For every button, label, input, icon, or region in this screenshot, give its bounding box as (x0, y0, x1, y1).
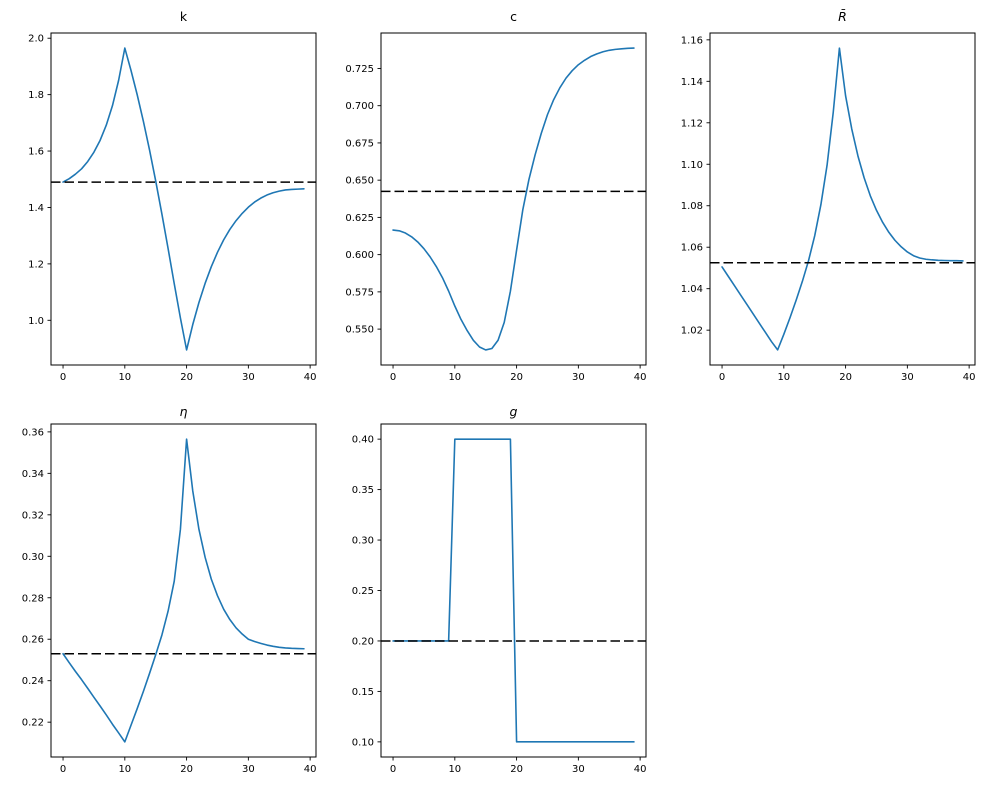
y-tick-label: 1.2 (28, 259, 44, 270)
y-tick-label: 1.4 (28, 203, 44, 214)
chart-eta: 0 10 20 30 40 0.22 0.24 0.26 0.28 0.30 0.32 0.34 0.3… (22, 423, 317, 775)
y-tick-label: 0.10 (352, 737, 374, 748)
y-tick-label: 0.22 (22, 718, 44, 729)
y-tick-label: 1.08 (681, 201, 703, 212)
y-tick-label: 0.30 (22, 552, 44, 563)
x-tick-label: 10 (448, 372, 461, 383)
y-tick-label: 0.15 (352, 687, 374, 698)
axes-frame (380, 32, 647, 366)
subplot-eta-title: η (179, 404, 188, 419)
x-tick-label: 40 (304, 372, 317, 383)
x-tick-label: 40 (963, 372, 976, 383)
y-tick-label: 1.8 (28, 90, 44, 101)
subplot-rbar: R̄ 0 10 20 30 40 1.02 1.04 1.06 1.08 1.10 1.12 1.14… (659, 0, 989, 395)
y-tick-label: 0.35 (352, 485, 374, 496)
series-line (721, 47, 964, 351)
y-tick-label: 0.25 (352, 586, 374, 597)
subplot-g: g 0 10 20 30 40 0.10 0.15 0.20 0.25 0.30 0.35 0.40 (330, 395, 660, 790)
subplot-rbar-title: R̄ (838, 9, 847, 24)
subplot-k-title: k (179, 9, 188, 24)
x-tick-label: 40 (634, 764, 647, 775)
subplot-c-title: c (510, 9, 517, 24)
y-tick-label: 0.20 (352, 636, 374, 647)
y-tick-label: 0.575 (345, 287, 374, 298)
x-tick-label: 30 (901, 372, 914, 383)
x-tick-label: 0 (60, 372, 66, 383)
axes-frame (709, 32, 976, 366)
x-tick-label: 30 (242, 372, 255, 383)
y-tick-label: 1.6 (28, 147, 44, 158)
y-tick-label: 0.24 (22, 676, 44, 687)
chart-k: 0 10 20 30 40 1.0 1.2 1.4 1.6 1.8 2.0 (28, 32, 317, 383)
x-tick-label: 30 (572, 372, 585, 383)
axes-frame (50, 32, 317, 366)
y-tick-label: 0.725 (345, 64, 374, 75)
y-tick-label: 1.06 (681, 243, 703, 254)
x-tick-label: 20 (510, 764, 523, 775)
y-tick-label: 0.40 (352, 435, 374, 446)
x-tick-label: 30 (242, 764, 255, 775)
subplot-g-title: g (509, 404, 518, 419)
chart-g: 0 10 20 30 40 0.10 0.15 0.20 0.25 0.30 0.35 0.40 (352, 423, 647, 775)
x-tick-label: 10 (777, 372, 790, 383)
y-tick-label: 0.28 (22, 593, 44, 604)
series-line (62, 47, 305, 351)
y-tick-label: 1.02 (681, 326, 703, 337)
x-tick-label: 0 (60, 764, 66, 775)
x-tick-label: 20 (839, 372, 852, 383)
x-tick-label: 20 (180, 764, 193, 775)
y-tick-label: 0.30 (352, 536, 374, 547)
subplot-k: k 0 10 20 30 40 1.0 1.2 1.4 1.6 1.8 2.0 (0, 0, 330, 395)
y-tick-label: 0.700 (345, 101, 374, 112)
series-line (62, 438, 305, 743)
series-line (392, 47, 635, 351)
x-tick-label: 20 (180, 372, 193, 383)
y-tick-label: 0.625 (345, 213, 374, 224)
y-tick-label: 0.600 (345, 250, 374, 261)
y-tick-label: 2.0 (28, 34, 44, 45)
y-tick-label: 1.14 (681, 77, 703, 88)
y-tick-label: 0.550 (345, 325, 374, 336)
x-tick-label: 0 (390, 372, 396, 383)
x-tick-label: 10 (118, 372, 131, 383)
x-tick-label: 30 (572, 764, 585, 775)
y-tick-label: 1.04 (681, 284, 703, 295)
x-tick-label: 20 (510, 372, 523, 383)
axes-frame (50, 423, 317, 758)
y-tick-label: 0.650 (345, 176, 374, 187)
x-tick-label: 10 (448, 764, 461, 775)
series-line (392, 438, 635, 743)
y-tick-label: 0.26 (22, 635, 44, 646)
x-tick-label: 40 (304, 764, 317, 775)
y-tick-label: 0.675 (345, 138, 374, 149)
y-tick-label: 0.32 (22, 510, 44, 521)
y-tick-label: 1.10 (681, 160, 703, 171)
y-tick-label: 1.0 (28, 316, 44, 327)
chart-rbar: 0 10 20 30 40 1.02 1.04 1.06 1.08 1.10 1.12 1.14 1.1… (681, 32, 976, 383)
subplot-eta: η 0 10 20 30 40 0.22 0.24 0.26 0.28 0.30 0.32 0.34 0… (0, 395, 330, 790)
y-tick-label: 1.12 (681, 118, 703, 129)
x-tick-label: 0 (719, 372, 725, 383)
x-tick-label: 0 (390, 764, 396, 775)
x-tick-label: 40 (634, 372, 647, 383)
y-tick-label: 0.36 (22, 427, 44, 438)
subplot-c: c 0 10 20 30 40 0.550 0.575 0.600 0.625 0.650 0.67… (330, 0, 660, 395)
x-tick-label: 10 (118, 764, 131, 775)
axes-frame (380, 423, 647, 758)
y-tick-label: 1.16 (681, 35, 703, 46)
y-tick-label: 0.34 (22, 469, 44, 480)
chart-c: 0 10 20 30 40 0.550 0.575 0.600 0.625 0.650 0.675 0… (345, 32, 647, 383)
